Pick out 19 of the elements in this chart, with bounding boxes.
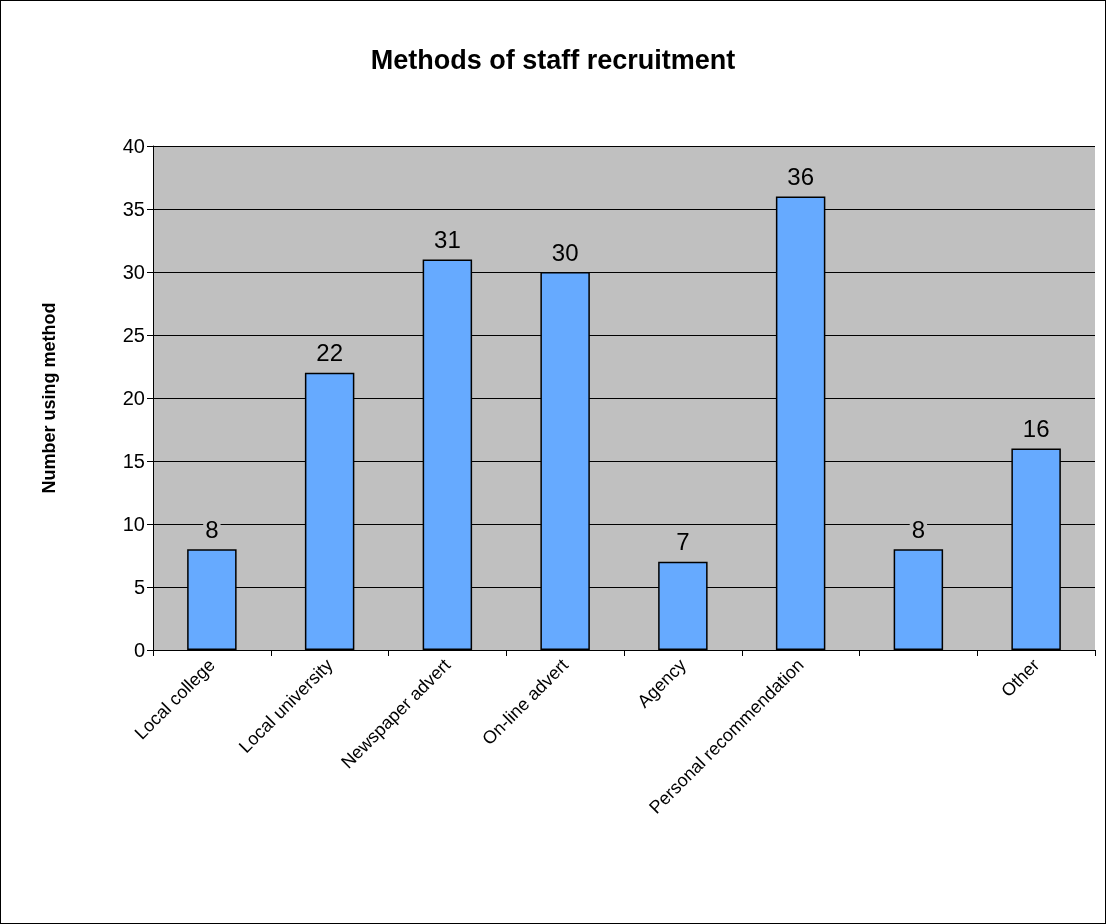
data-label: 8 <box>205 515 219 543</box>
y-axis-title: Number using method <box>39 302 59 494</box>
chart-title: Methods of staff recruitment <box>370 44 736 75</box>
y-tick-label: 25 <box>122 324 145 346</box>
data-label: 22 <box>316 339 343 367</box>
y-tick-label: 5 <box>133 576 145 598</box>
data-label: 16 <box>1022 414 1050 442</box>
y-tick-label: 40 <box>122 135 145 157</box>
data-label: 7 <box>676 528 690 556</box>
y-tick-label: 0 <box>133 639 145 661</box>
data-label: 8 <box>911 515 926 543</box>
y-tick-label: 10 <box>122 513 145 535</box>
data-label: 31 <box>434 225 461 253</box>
y-tick-label: 15 <box>122 450 145 472</box>
y-tick-label: 30 <box>122 261 145 283</box>
data-label: 30 <box>551 238 579 266</box>
data-label: 36 <box>787 162 814 190</box>
y-tick-label: 35 <box>122 198 145 220</box>
y-tick-label: 20 <box>122 387 145 409</box>
